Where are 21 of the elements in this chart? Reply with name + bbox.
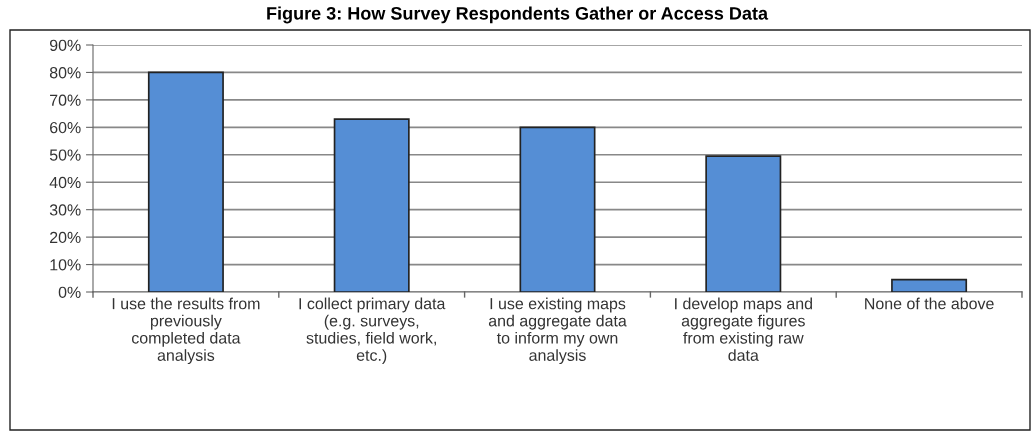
bar xyxy=(519,126,596,292)
bar xyxy=(705,155,782,292)
y-tick-label: 0% xyxy=(58,286,81,298)
y-tick-label: 10% xyxy=(50,259,81,271)
y-tick-label: 70% xyxy=(50,94,81,106)
y-tick-label: 60% xyxy=(50,121,81,134)
y-tick-label: 20% xyxy=(50,231,81,244)
y-tick-label: 90% xyxy=(49,39,81,51)
bar xyxy=(333,118,410,292)
y-tick-label: 40% xyxy=(49,176,81,189)
x-tick-label: I use existing maps and aggregate data to inform my own analysis xyxy=(488,297,627,365)
bar xyxy=(891,278,968,292)
x-tick-label: I develop maps and aggregate figures from existing raw data xyxy=(675,297,812,361)
x-tick-label: None of the above xyxy=(865,297,994,310)
y-tick-label: 80% xyxy=(49,67,81,79)
y-tick-label: 50% xyxy=(49,149,81,161)
x-tick-label: I collect primary data (e.g. surveys, studies, field work, etc.) xyxy=(299,297,446,365)
x-tick-label: I use the results from previously completed data analysis xyxy=(112,297,260,365)
bar xyxy=(147,71,224,292)
y-tick-label: 30% xyxy=(49,204,81,216)
chart-title: Figure 3: How Survey Respondents Gather or Access Data xyxy=(267,6,769,24)
